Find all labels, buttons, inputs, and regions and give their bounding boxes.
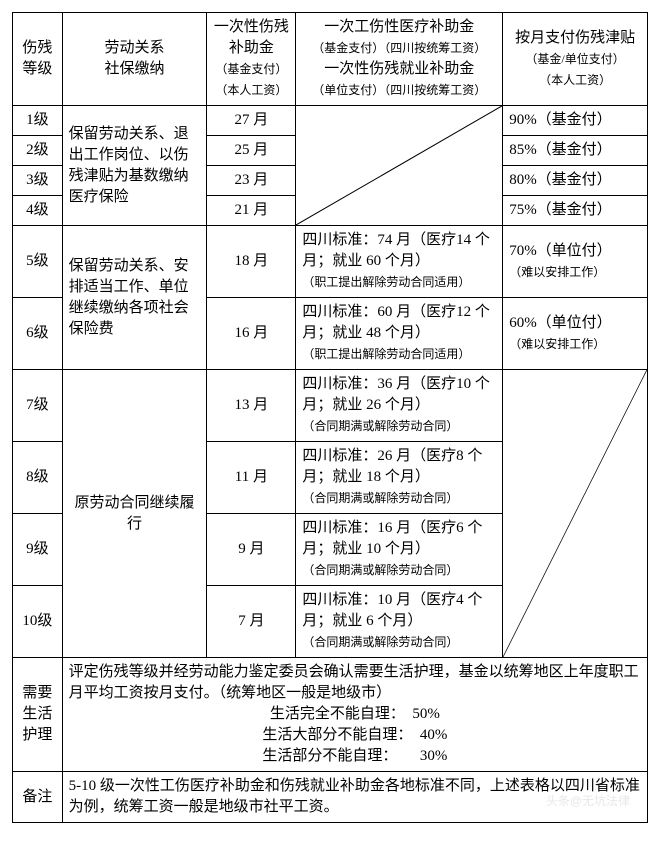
hdr-level: 伤残等级: [13, 13, 63, 106]
lvl: 10级: [13, 586, 63, 658]
allow: 75%（基金付）: [503, 196, 648, 226]
once: 18 月: [207, 226, 296, 298]
allow: 70%（单位付） （难以安排工作）: [503, 226, 648, 298]
once: 27 月: [207, 106, 296, 136]
once: 13 月: [207, 370, 296, 442]
std: 四川标准：16 月（医疗6 个月；就业 10 个月） （合同期满或解除劳动合同）: [296, 514, 503, 586]
once: 11 月: [207, 442, 296, 514]
care-text: 评定伤残等级并经劳动能力鉴定委员会确认需要生活护理，基金以统筹地区上年度职工月平…: [62, 658, 647, 772]
disability-compensation-table: 伤残等级 劳动关系社保缴纳 一次性伤残补助金 （基金支付） （本人工资） 一次工…: [12, 12, 648, 823]
hdr-relation: 劳动关系社保缴纳: [62, 13, 207, 106]
diagonal-cell-710: [503, 370, 648, 658]
hdr-once: 一次性伤残补助金 （基金支付） （本人工资）: [207, 13, 296, 106]
diagonal-cell-14: [296, 106, 503, 226]
std: 四川标准：26 月（医疗8 个月；就业 18 个月） （合同期满或解除劳动合同）: [296, 442, 503, 514]
lvl: 8级: [13, 442, 63, 514]
allow: 60%（单位付） （难以安排工作）: [503, 298, 648, 370]
lvl: 1级: [13, 106, 63, 136]
once: 9 月: [207, 514, 296, 586]
lvl: 5级: [13, 226, 63, 298]
lvl: 3级: [13, 166, 63, 196]
once: 7 月: [207, 586, 296, 658]
once: 21 月: [207, 196, 296, 226]
lvl: 7级: [13, 370, 63, 442]
std: 四川标准：60 月（医疗12 个月；就业 48 个月） （职工提出解除劳动合同适…: [296, 298, 503, 370]
allow: 85%（基金付）: [503, 136, 648, 166]
once: 16 月: [207, 298, 296, 370]
table-row: 7级 原劳动合同继续履行 13 月 四川标准：36 月（医疗10 个月；就业 2…: [13, 370, 648, 442]
hdr-monthly: 按月支付伤残津贴 （基金/单位支付） （本人工资）: [503, 13, 648, 106]
care-row: 需要生活护理 评定伤残等级并经劳动能力鉴定委员会确认需要生活护理，基金以统筹地区…: [13, 658, 648, 772]
table-row: 1级 保留劳动关系、退出工作岗位、以伤残津贴为基数缴纳医疗保险 27 月 90%…: [13, 106, 648, 136]
allow: 80%（基金付）: [503, 166, 648, 196]
note-text: 5-10 级一次性工伤医疗补助金和伤残就业补助金各地标准不同，上述表格以四川省标…: [62, 772, 647, 823]
lvl: 4级: [13, 196, 63, 226]
note-row: 备注 5-10 级一次性工伤医疗补助金和伤残就业补助金各地标准不同，上述表格以四…: [13, 772, 648, 823]
lvl: 2级: [13, 136, 63, 166]
relation-14: 保留劳动关系、退出工作岗位、以伤残津贴为基数缴纳医疗保险: [62, 106, 207, 226]
lvl: 6级: [13, 298, 63, 370]
relation-56: 保留劳动关系、安排适当工作、单位继续缴纳各项社会保险费: [62, 226, 207, 370]
std: 四川标准：74 月（医疗14 个月；就业 60 个月） （职工提出解除劳动合同适…: [296, 226, 503, 298]
once: 25 月: [207, 136, 296, 166]
lvl: 9级: [13, 514, 63, 586]
allow: 90%（基金付）: [503, 106, 648, 136]
relation-710: 原劳动合同继续履行: [62, 370, 207, 658]
table-header-row: 伤残等级 劳动关系社保缴纳 一次性伤残补助金 （基金支付） （本人工资） 一次工…: [13, 13, 648, 106]
std: 四川标准：36 月（医疗10 个月；就业 26 个月） （合同期满或解除劳动合同…: [296, 370, 503, 442]
table-row: 5级 保留劳动关系、安排适当工作、单位继续缴纳各项社会保险费 18 月 四川标准…: [13, 226, 648, 298]
once: 23 月: [207, 166, 296, 196]
std: 四川标准：10 月（医疗4 个月；就业 6 个月） （合同期满或解除劳动合同）: [296, 586, 503, 658]
hdr-medical-employ: 一次工伤性医疗补助金 （基金支付）（四川按统筹工资） 一次性伤残就业补助金 （单…: [296, 13, 503, 106]
care-label: 需要生活护理: [13, 658, 63, 772]
note-label: 备注: [13, 772, 63, 823]
